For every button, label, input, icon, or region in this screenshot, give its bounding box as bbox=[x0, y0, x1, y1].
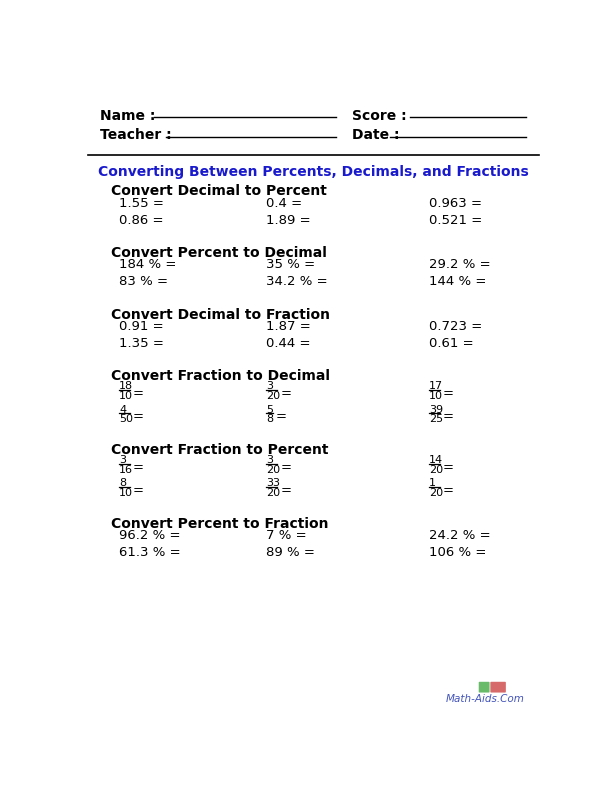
Text: =: = bbox=[275, 410, 286, 423]
Text: 18: 18 bbox=[119, 382, 133, 391]
Text: =: = bbox=[133, 484, 144, 497]
Text: 1.55 =: 1.55 = bbox=[119, 196, 164, 210]
Text: =: = bbox=[443, 410, 454, 423]
Text: Convert Percent to Decimal: Convert Percent to Decimal bbox=[111, 246, 327, 260]
Text: Convert Fraction to Percent: Convert Fraction to Percent bbox=[111, 443, 329, 457]
Text: 0.963 =: 0.963 = bbox=[429, 196, 482, 210]
Text: 89 % =: 89 % = bbox=[266, 546, 315, 559]
Text: 20: 20 bbox=[429, 465, 443, 474]
Text: 0.61 =: 0.61 = bbox=[429, 337, 474, 350]
Text: 184 % =: 184 % = bbox=[119, 258, 176, 272]
Text: 1.35 =: 1.35 = bbox=[119, 337, 164, 350]
Text: =: = bbox=[280, 461, 291, 474]
Text: =: = bbox=[280, 484, 291, 497]
Text: =: = bbox=[133, 410, 144, 423]
Text: 83 % =: 83 % = bbox=[119, 275, 168, 288]
Text: 0.44 =: 0.44 = bbox=[266, 337, 311, 350]
Text: 106 % =: 106 % = bbox=[429, 546, 487, 559]
Text: Score :: Score : bbox=[352, 109, 406, 123]
Text: 33: 33 bbox=[266, 478, 280, 489]
Text: Converting Between Percents, Decimals, and Fractions: Converting Between Percents, Decimals, a… bbox=[99, 165, 529, 179]
Text: 8: 8 bbox=[266, 413, 274, 424]
Text: Math-Aids.Com: Math-Aids.Com bbox=[446, 694, 524, 704]
Text: 16: 16 bbox=[119, 465, 133, 474]
Text: 10: 10 bbox=[119, 390, 133, 401]
FancyBboxPatch shape bbox=[479, 682, 490, 692]
Text: Convert Fraction to Decimal: Convert Fraction to Decimal bbox=[111, 369, 330, 383]
Text: 35 % =: 35 % = bbox=[266, 258, 316, 272]
Text: 17: 17 bbox=[429, 382, 443, 391]
Text: 96.2 % =: 96.2 % = bbox=[119, 529, 181, 543]
Text: 8: 8 bbox=[119, 478, 126, 489]
Text: 144 % =: 144 % = bbox=[429, 275, 487, 288]
FancyBboxPatch shape bbox=[490, 682, 506, 692]
Text: 1: 1 bbox=[429, 478, 436, 489]
Text: 61.3 % =: 61.3 % = bbox=[119, 546, 181, 559]
Text: 34.2 % =: 34.2 % = bbox=[266, 275, 328, 288]
Text: 39: 39 bbox=[429, 405, 443, 414]
Text: =: = bbox=[133, 461, 144, 474]
Text: 7 % =: 7 % = bbox=[266, 529, 307, 543]
Text: 3: 3 bbox=[266, 455, 274, 466]
Text: =: = bbox=[443, 386, 454, 400]
Text: 0.86 =: 0.86 = bbox=[119, 214, 163, 227]
Text: 3: 3 bbox=[266, 382, 274, 391]
Text: 20: 20 bbox=[266, 465, 280, 474]
Text: 0.521 =: 0.521 = bbox=[429, 214, 482, 227]
Text: Name :: Name : bbox=[100, 109, 155, 123]
Text: =: = bbox=[443, 484, 454, 497]
Text: =: = bbox=[443, 461, 454, 474]
Text: 14: 14 bbox=[429, 455, 443, 466]
Text: Date :: Date : bbox=[352, 128, 399, 142]
Text: 50: 50 bbox=[119, 413, 133, 424]
Text: 1.89 =: 1.89 = bbox=[266, 214, 311, 227]
Text: Teacher :: Teacher : bbox=[100, 128, 171, 142]
Text: Convert Decimal to Percent: Convert Decimal to Percent bbox=[111, 185, 327, 198]
Text: 29.2 % =: 29.2 % = bbox=[429, 258, 491, 272]
Text: Convert Percent to Fraction: Convert Percent to Fraction bbox=[111, 517, 329, 531]
Text: 20: 20 bbox=[266, 488, 280, 497]
Text: =: = bbox=[133, 386, 144, 400]
Text: 3: 3 bbox=[119, 455, 126, 466]
Text: 10: 10 bbox=[119, 488, 133, 497]
Text: 1.87 =: 1.87 = bbox=[266, 320, 311, 333]
Text: 5: 5 bbox=[266, 405, 274, 414]
Text: =: = bbox=[280, 386, 291, 400]
Text: 24.2 % =: 24.2 % = bbox=[429, 529, 491, 543]
Text: 20: 20 bbox=[266, 390, 280, 401]
Text: 0.723 =: 0.723 = bbox=[429, 320, 482, 333]
Text: 0.91 =: 0.91 = bbox=[119, 320, 164, 333]
Text: 25: 25 bbox=[429, 413, 443, 424]
Text: 20: 20 bbox=[429, 488, 443, 497]
Text: 0.4 =: 0.4 = bbox=[266, 196, 302, 210]
Text: Convert Decimal to Fraction: Convert Decimal to Fraction bbox=[111, 307, 330, 322]
Text: 10: 10 bbox=[429, 390, 443, 401]
Text: 4: 4 bbox=[119, 405, 126, 414]
